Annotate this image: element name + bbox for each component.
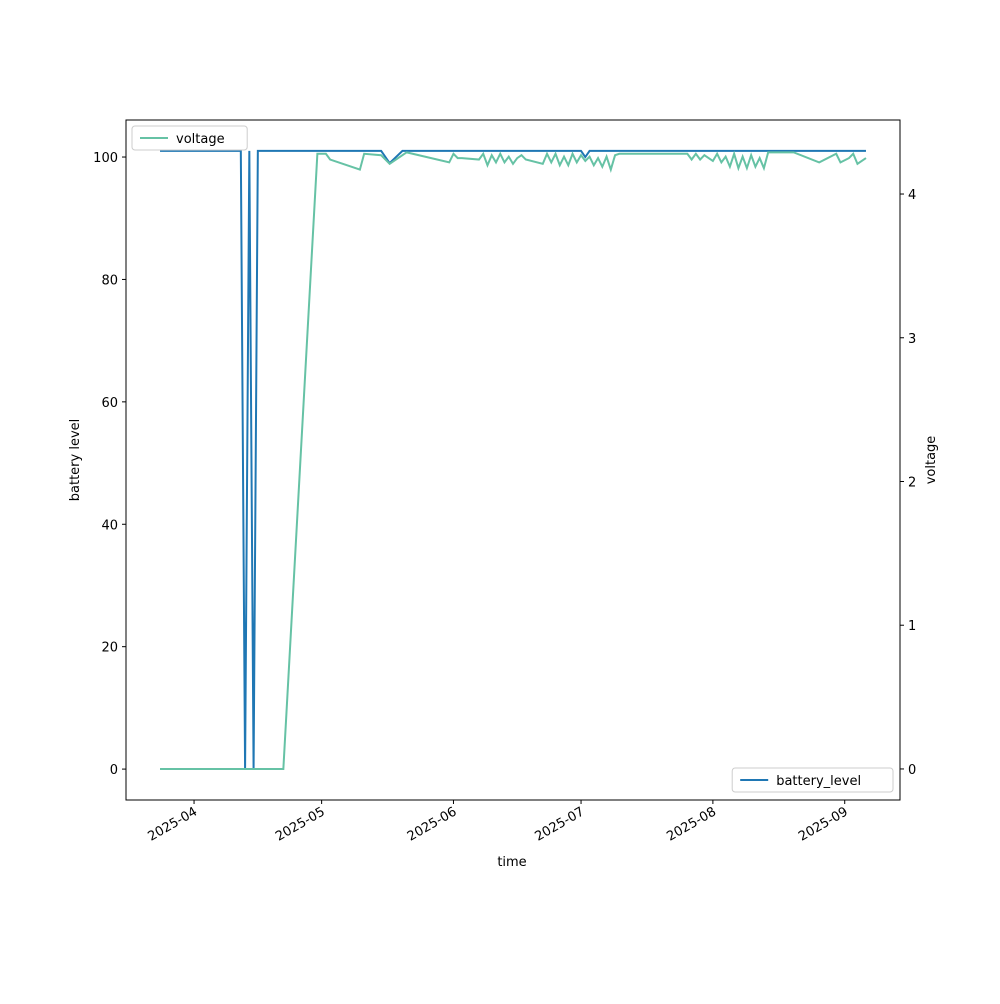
y2-tick-label: 2 xyxy=(908,475,916,490)
legend: battery_level xyxy=(731,767,894,793)
y-tick-label: 80 xyxy=(101,273,118,288)
legend-box xyxy=(131,125,248,151)
legend: voltage xyxy=(131,125,248,151)
legend-box xyxy=(731,767,894,793)
y-tick-label: 0 xyxy=(110,763,118,778)
legend-label: battery_level xyxy=(776,774,861,789)
y-tick-label: 20 xyxy=(101,641,118,656)
series-line xyxy=(160,149,866,770)
y-axis-label: battery level xyxy=(68,419,83,502)
series-line xyxy=(160,150,867,770)
x-axis-label: time xyxy=(497,855,526,870)
y-tick-label: 60 xyxy=(101,396,118,411)
y2-tick-label: 4 xyxy=(908,188,916,203)
y-tick-label: 100 xyxy=(93,151,118,166)
x-tick-label: 2025-04 xyxy=(145,804,200,844)
x-tick-label: 2025-05 xyxy=(273,804,328,844)
x-tick-label: 2025-09 xyxy=(796,804,851,844)
y2-tick-label: 3 xyxy=(908,332,916,347)
y-tick-label: 40 xyxy=(101,518,118,533)
x-tick-label: 2025-06 xyxy=(405,804,460,844)
y2-axis-label: voltage xyxy=(924,436,939,485)
x-tick-label: 2025-08 xyxy=(664,804,719,844)
legend-label: voltage xyxy=(176,132,225,147)
plot-frame xyxy=(125,119,901,801)
y2-tick-label: 1 xyxy=(908,619,916,634)
y2-tick-label: 0 xyxy=(908,763,916,778)
x-tick-label: 2025-07 xyxy=(532,804,587,844)
